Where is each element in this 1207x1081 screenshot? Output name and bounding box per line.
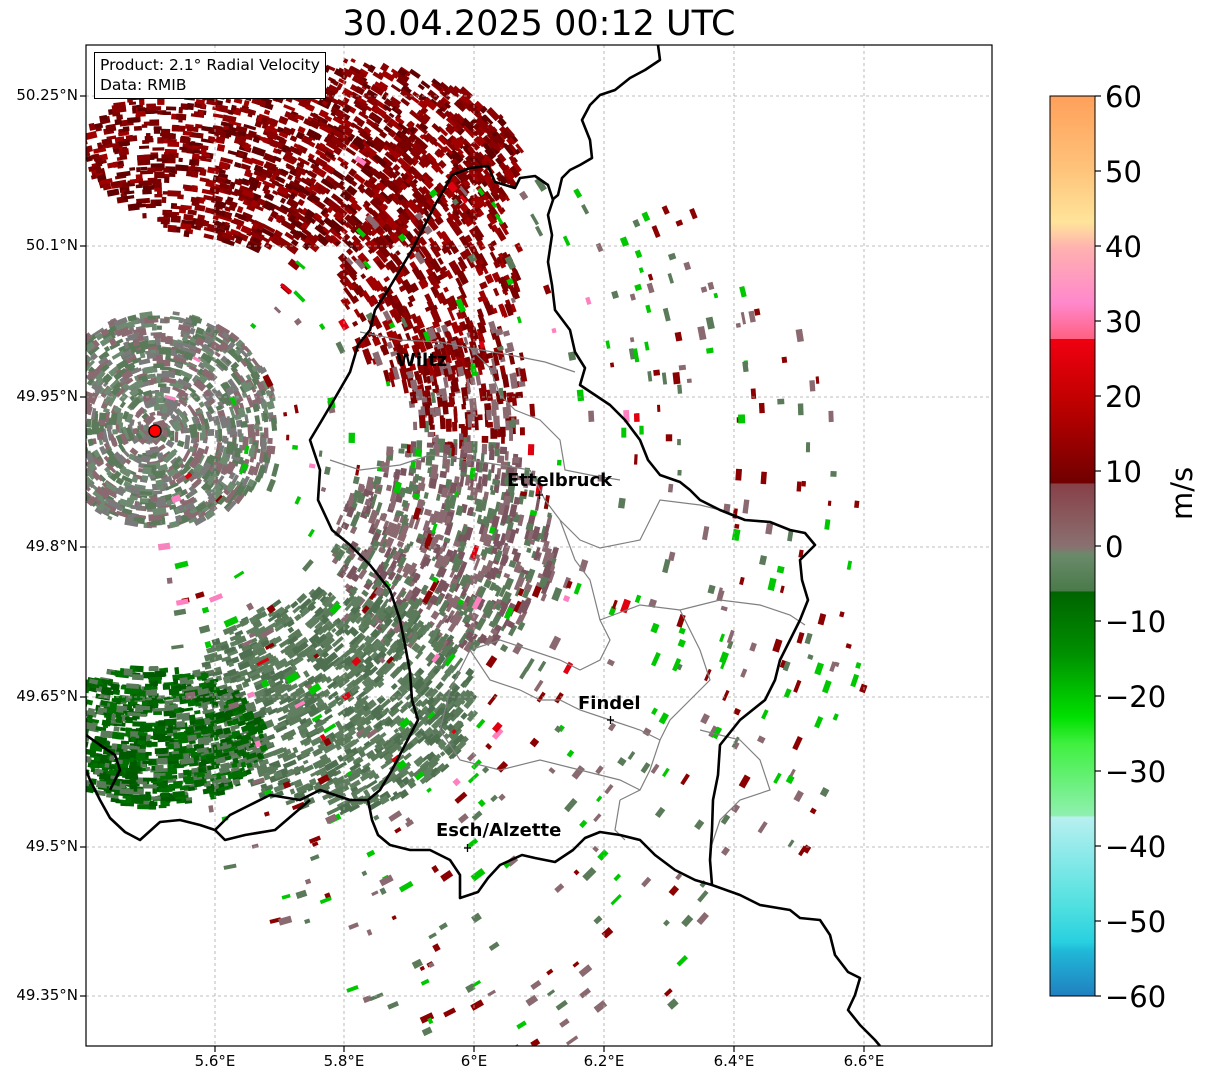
lon-label: 6°E — [460, 1052, 488, 1070]
lat-label: 49.95°N — [16, 387, 78, 405]
lon-label: 5.8°E — [323, 1052, 365, 1070]
colorbar-tick-label: 60 — [1105, 80, 1142, 114]
city-label-esch-alzette: Esch/Alzette — [436, 820, 562, 841]
map-gridlines — [86, 45, 992, 1046]
colorbar-tick-label: −60 — [1105, 980, 1167, 1014]
colorbar-tick-label: 20 — [1105, 380, 1142, 414]
lon-label: 6.2°E — [583, 1052, 625, 1070]
colorbar-tick-label: −50 — [1105, 905, 1167, 939]
map-title: 30.04.2025 00:12 UTC — [342, 4, 736, 44]
colorbar-tick-label: 40 — [1105, 230, 1142, 264]
product-label: Product: 2.1° Radial Velocity — [100, 56, 320, 74]
city-label-wiltz: Wiltz — [396, 350, 448, 371]
colorbar-tick-label: −30 — [1105, 755, 1167, 789]
canton-borders — [329, 331, 806, 851]
radar-site-marker — [148, 424, 162, 438]
data-source-label: Data: RMIB — [100, 76, 187, 94]
map-frame — [85, 44, 993, 1047]
lon-label: 5.6°E — [194, 1052, 236, 1070]
colorbar-tick-label: 50 — [1105, 155, 1142, 189]
lat-label: 49.5°N — [25, 837, 78, 855]
product-info-box: Product: 2.1° Radial Velocity Data: RMIB — [94, 52, 326, 99]
country-borders — [86, 45, 881, 1046]
lat-label: 49.8°N — [25, 537, 78, 555]
city-label-findel: Findel — [578, 693, 641, 714]
axis-ticks — [80, 95, 865, 1052]
colorbar-tick-label: 30 — [1105, 305, 1142, 339]
colorbar-tick-label: −20 — [1105, 680, 1167, 714]
colorbar-tick-label: 0 — [1105, 530, 1124, 564]
colorbar-unit-label: m/s — [1165, 466, 1199, 520]
colorbar-ticks — [1095, 95, 1101, 997]
lat-label: 49.65°N — [16, 687, 78, 705]
city-label-ettelbruck: Ettelbruck — [507, 470, 613, 491]
colorbar-tick-label: 10 — [1105, 455, 1142, 489]
lat-label: 50.1°N — [25, 236, 78, 254]
city-markers — [464, 491, 614, 852]
lon-label: 6.4°E — [713, 1052, 755, 1070]
colorbar-tick-label: −10 — [1105, 605, 1167, 639]
colorbar — [1049, 95, 1096, 997]
colorbar-tick-label: −40 — [1105, 830, 1167, 864]
lat-label: 50.25°N — [16, 86, 78, 104]
lat-label: 49.35°N — [16, 986, 78, 1004]
lon-label: 6.6°E — [843, 1052, 885, 1070]
